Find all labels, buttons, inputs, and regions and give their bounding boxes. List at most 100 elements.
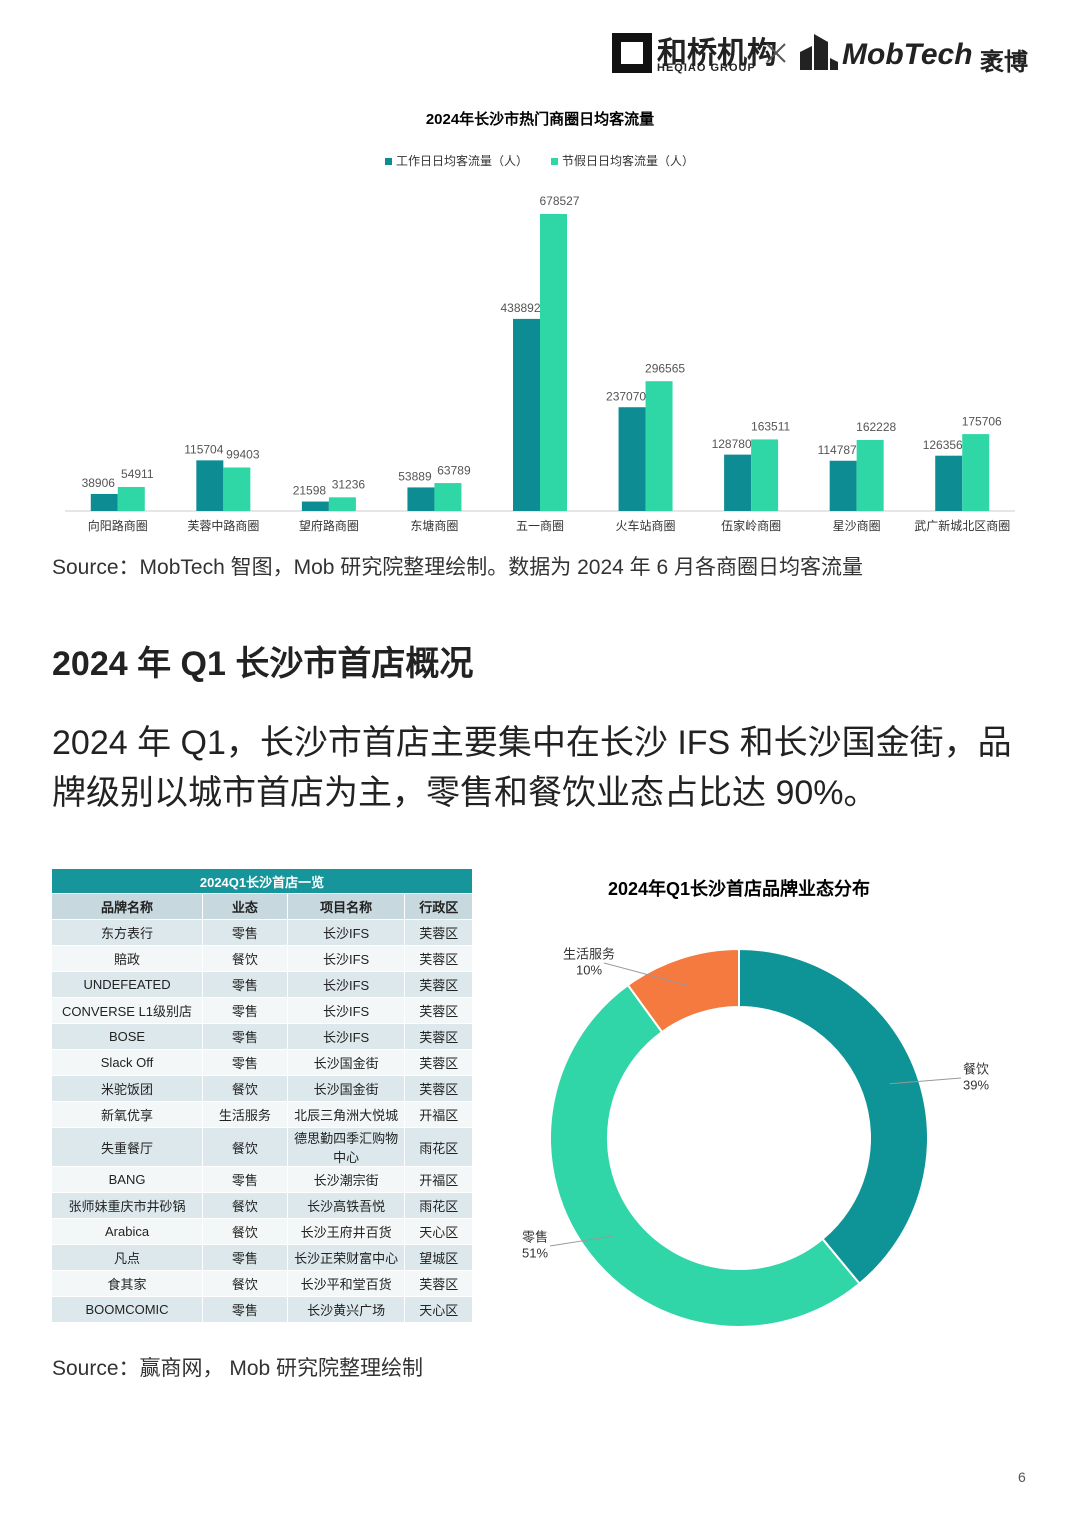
bar [540,214,567,511]
table-cell: 食其家 [50,1270,204,1297]
slice-label: 餐饮 [963,1061,989,1076]
table-cell: 芙蓉区 [404,919,473,946]
table-cell: 失重餐厅 [50,1127,204,1167]
table-cell: 餐饮 [202,1270,288,1297]
x-tick-label: 火车站商圈 [616,518,676,533]
table-cell: 餐饮 [202,1127,288,1167]
table-cell: 零售 [202,1166,288,1193]
table-row: UNDEFEATED 零售 长沙IFS 芙蓉区 [50,971,473,998]
table-cell: 零售 [202,1023,288,1050]
bar [434,483,462,511]
value-label: 678527 [539,194,579,208]
table-cell: 长沙潮宗街 [286,1166,406,1193]
bar [618,407,646,511]
bar [645,381,673,511]
bar [301,501,329,511]
table-cell: 餐饮 [202,945,288,972]
value-label: 53889 [398,470,432,484]
x-tick-label: 伍家岭商圈 [721,518,781,533]
value-label: 63789 [437,463,471,477]
logo-cross [766,43,786,63]
value-label: 237070 [606,389,646,403]
table-cell: 长沙正荣财富中心 [286,1244,406,1271]
table-cell: 长沙IFS [286,971,406,998]
bar [328,497,356,511]
table-cell: UNDEFEATED [50,971,204,998]
table-cell: 雨花区 [404,1192,473,1219]
table-header-row: 品牌名称 业态 项目名称 行政区 [50,893,473,920]
table-cell: 生活服务 [202,1101,288,1128]
logo-left: 和桥机构 [657,37,777,70]
bar [117,486,145,511]
slice-value: 10% [576,962,602,977]
bar [935,455,963,511]
value-label: 438892 [500,301,540,315]
leader-line [603,962,690,987]
bar [223,467,251,511]
donut-slice [626,947,740,1034]
source: Source：赢商网， Mob 研究院整理绘制 [52,1357,424,1380]
table-cell: 凡点 [50,1244,204,1271]
table-row: 张师妹重庆市井砂锅 餐饮 长沙高铁吾悦 雨花区 [50,1192,473,1219]
table-row: 食其家 餐饮 长沙平和堂百货 芙蓉区 [50,1270,473,1297]
slice-label: 零售 [522,1229,548,1244]
x-tick-label: 星沙商圈 [833,518,881,533]
table-title: 2024Q1长沙首店一览 [51,868,473,894]
table-row: 失重餐厅 餐饮 德思勤四季汇购物中心 雨花区 [50,1127,473,1167]
legend-label: 节假日日均客流量（人） [562,153,694,168]
table-cell: 长沙国金街 [286,1075,406,1102]
bar [751,439,779,511]
value-label: 114787 [818,443,857,457]
table-row: 东方表行 零售 长沙IFS 芙蓉区 [50,919,473,946]
value-label: 162228 [856,420,896,434]
table-cell: 东方表行 [50,919,204,946]
value-label: 296565 [645,361,685,375]
table-cell: BOSE [50,1023,204,1050]
table-cell: 餐饮 [202,1075,288,1102]
bar [90,493,118,511]
table-header: 业态 [202,893,288,920]
table-cell: 北辰三角洲大悦城 [286,1101,406,1128]
x-tick-label: 向阳路商圈 [88,518,148,533]
table-cell: Arabica [50,1218,204,1245]
table-cell: 零售 [202,1049,288,1076]
table-cell: CONVERSE L1级别店 [50,997,204,1024]
table-cell: Slack Off [50,1049,204,1076]
value-label: 31236 [332,477,366,491]
x-tick-label: 东塘商圈 [410,518,458,533]
table-cell: BANG [50,1166,204,1193]
bar [724,454,752,511]
table-cell: 长沙王府井百货 [286,1218,406,1245]
bar [856,439,884,511]
table-cell: 长沙IFS [286,997,406,1024]
donut-slice [549,983,861,1328]
paragraph: 2024 年 Q1，长沙市首店主要集中在长沙 IFS 和长沙国金街，品牌级别以城… [52,724,1012,812]
logo-right-cn: 袤博 [980,49,1028,76]
table-cell: 长沙IFS [286,945,406,972]
value-label: 126356 [923,438,963,452]
table-cell: 芙蓉区 [404,1270,473,1297]
value-label: 128780 [712,437,752,451]
table-cell: 芙蓉区 [404,945,473,972]
slice-value: 39% [963,1077,989,1092]
page-number: 6 [1018,1469,1026,1485]
table-cell: 长沙平和堂百货 [286,1270,406,1297]
donut-slice [738,947,929,1286]
bar [829,460,857,511]
x-tick-label: 望府路商圈 [299,518,359,533]
table-cell: 开福区 [404,1166,473,1193]
table-header: 项目名称 [286,893,406,920]
table-cell: 米驼饭团 [50,1075,204,1102]
table-cell: 餐饮 [202,1192,288,1219]
slice-label: 生活服务 [563,946,615,961]
logo-mobtech-mark [800,34,838,70]
bar [962,434,990,511]
table-cell: 雨花区 [404,1127,473,1167]
bar [196,460,224,511]
table-cell: 长沙国金街 [286,1049,406,1076]
table-cell: 芙蓉区 [404,971,473,998]
table-cell: 新氧优享 [50,1101,204,1128]
